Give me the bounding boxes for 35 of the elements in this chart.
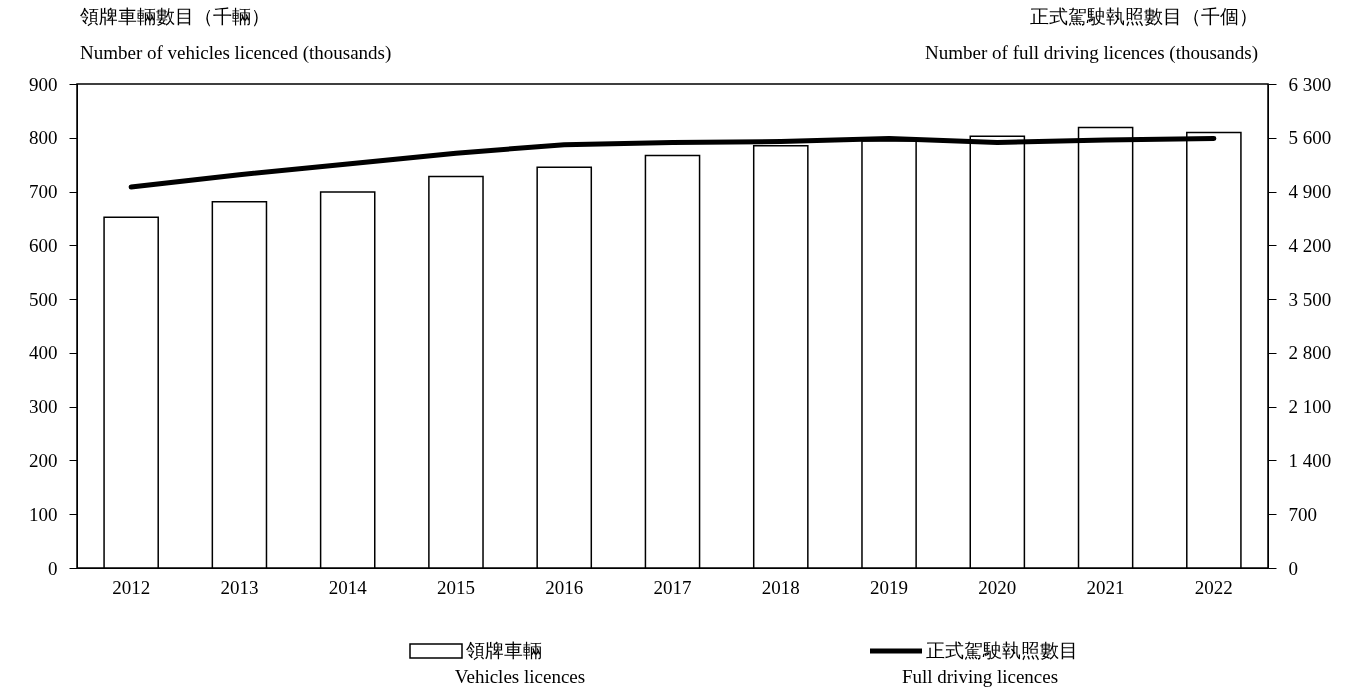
legend-label: 正式駕駛執照數目 Full driving licences [901,640,1078,687]
y2-tick-label: 6 300 [1288,73,1332,95]
y-tick-label: 300 [29,396,58,418]
y2-tick-label: 1 400 [1288,449,1332,471]
x-tick-label: 2014 [328,576,368,598]
y2-tick-label: 700 [1288,503,1317,525]
y-tick-label: 500 [29,288,58,310]
y2-tick-label: 4 900 [1288,181,1332,203]
y2-tick-label: 3 500 [1288,288,1332,310]
y2-tick-label: 0 [1288,557,1298,579]
y-tick-label: 0 [48,557,58,579]
x-tick-label: 2022 [1194,576,1233,598]
x-tick-label: 2017 [653,576,692,598]
y-tick-label: 900 [29,73,58,95]
y2-axis-title: 正式駕駛執照數目（千個） Number of full driving licences (thousands) [925,6,1258,64]
y2-tick-label: 4 200 [1288,234,1332,256]
x-tick-label: 2019 [870,576,909,598]
y-tick-label: 100 [29,503,58,525]
x-tick-label: 2015 [436,576,475,598]
x-tick-label: 2021 [1086,576,1125,598]
y-tick-label: 600 [29,234,58,256]
y2-tick-label: 5 600 [1288,127,1332,149]
y-tick-label: 400 [29,342,58,364]
y-tick-label: 800 [29,127,58,149]
y-axis-title: 領牌車輛數目（千輛） Number of vehicles licenced (thousands) [80,6,392,64]
x-tick-label: 2012 [112,576,151,598]
y2-tick-label: 2 100 [1288,396,1332,418]
x-tick-label: 2013 [220,576,259,598]
x-tick-label: 2016 [545,576,584,598]
y-tick-label: 200 [29,449,58,471]
y-tick-label: 700 [29,181,58,203]
x-tick-label: 2018 [761,576,800,598]
y2-tick-label: 2 800 [1288,342,1332,364]
x-tick-label: 2020 [978,576,1017,598]
legend-label: 領牌車輛 Vehicles licences [454,640,586,687]
